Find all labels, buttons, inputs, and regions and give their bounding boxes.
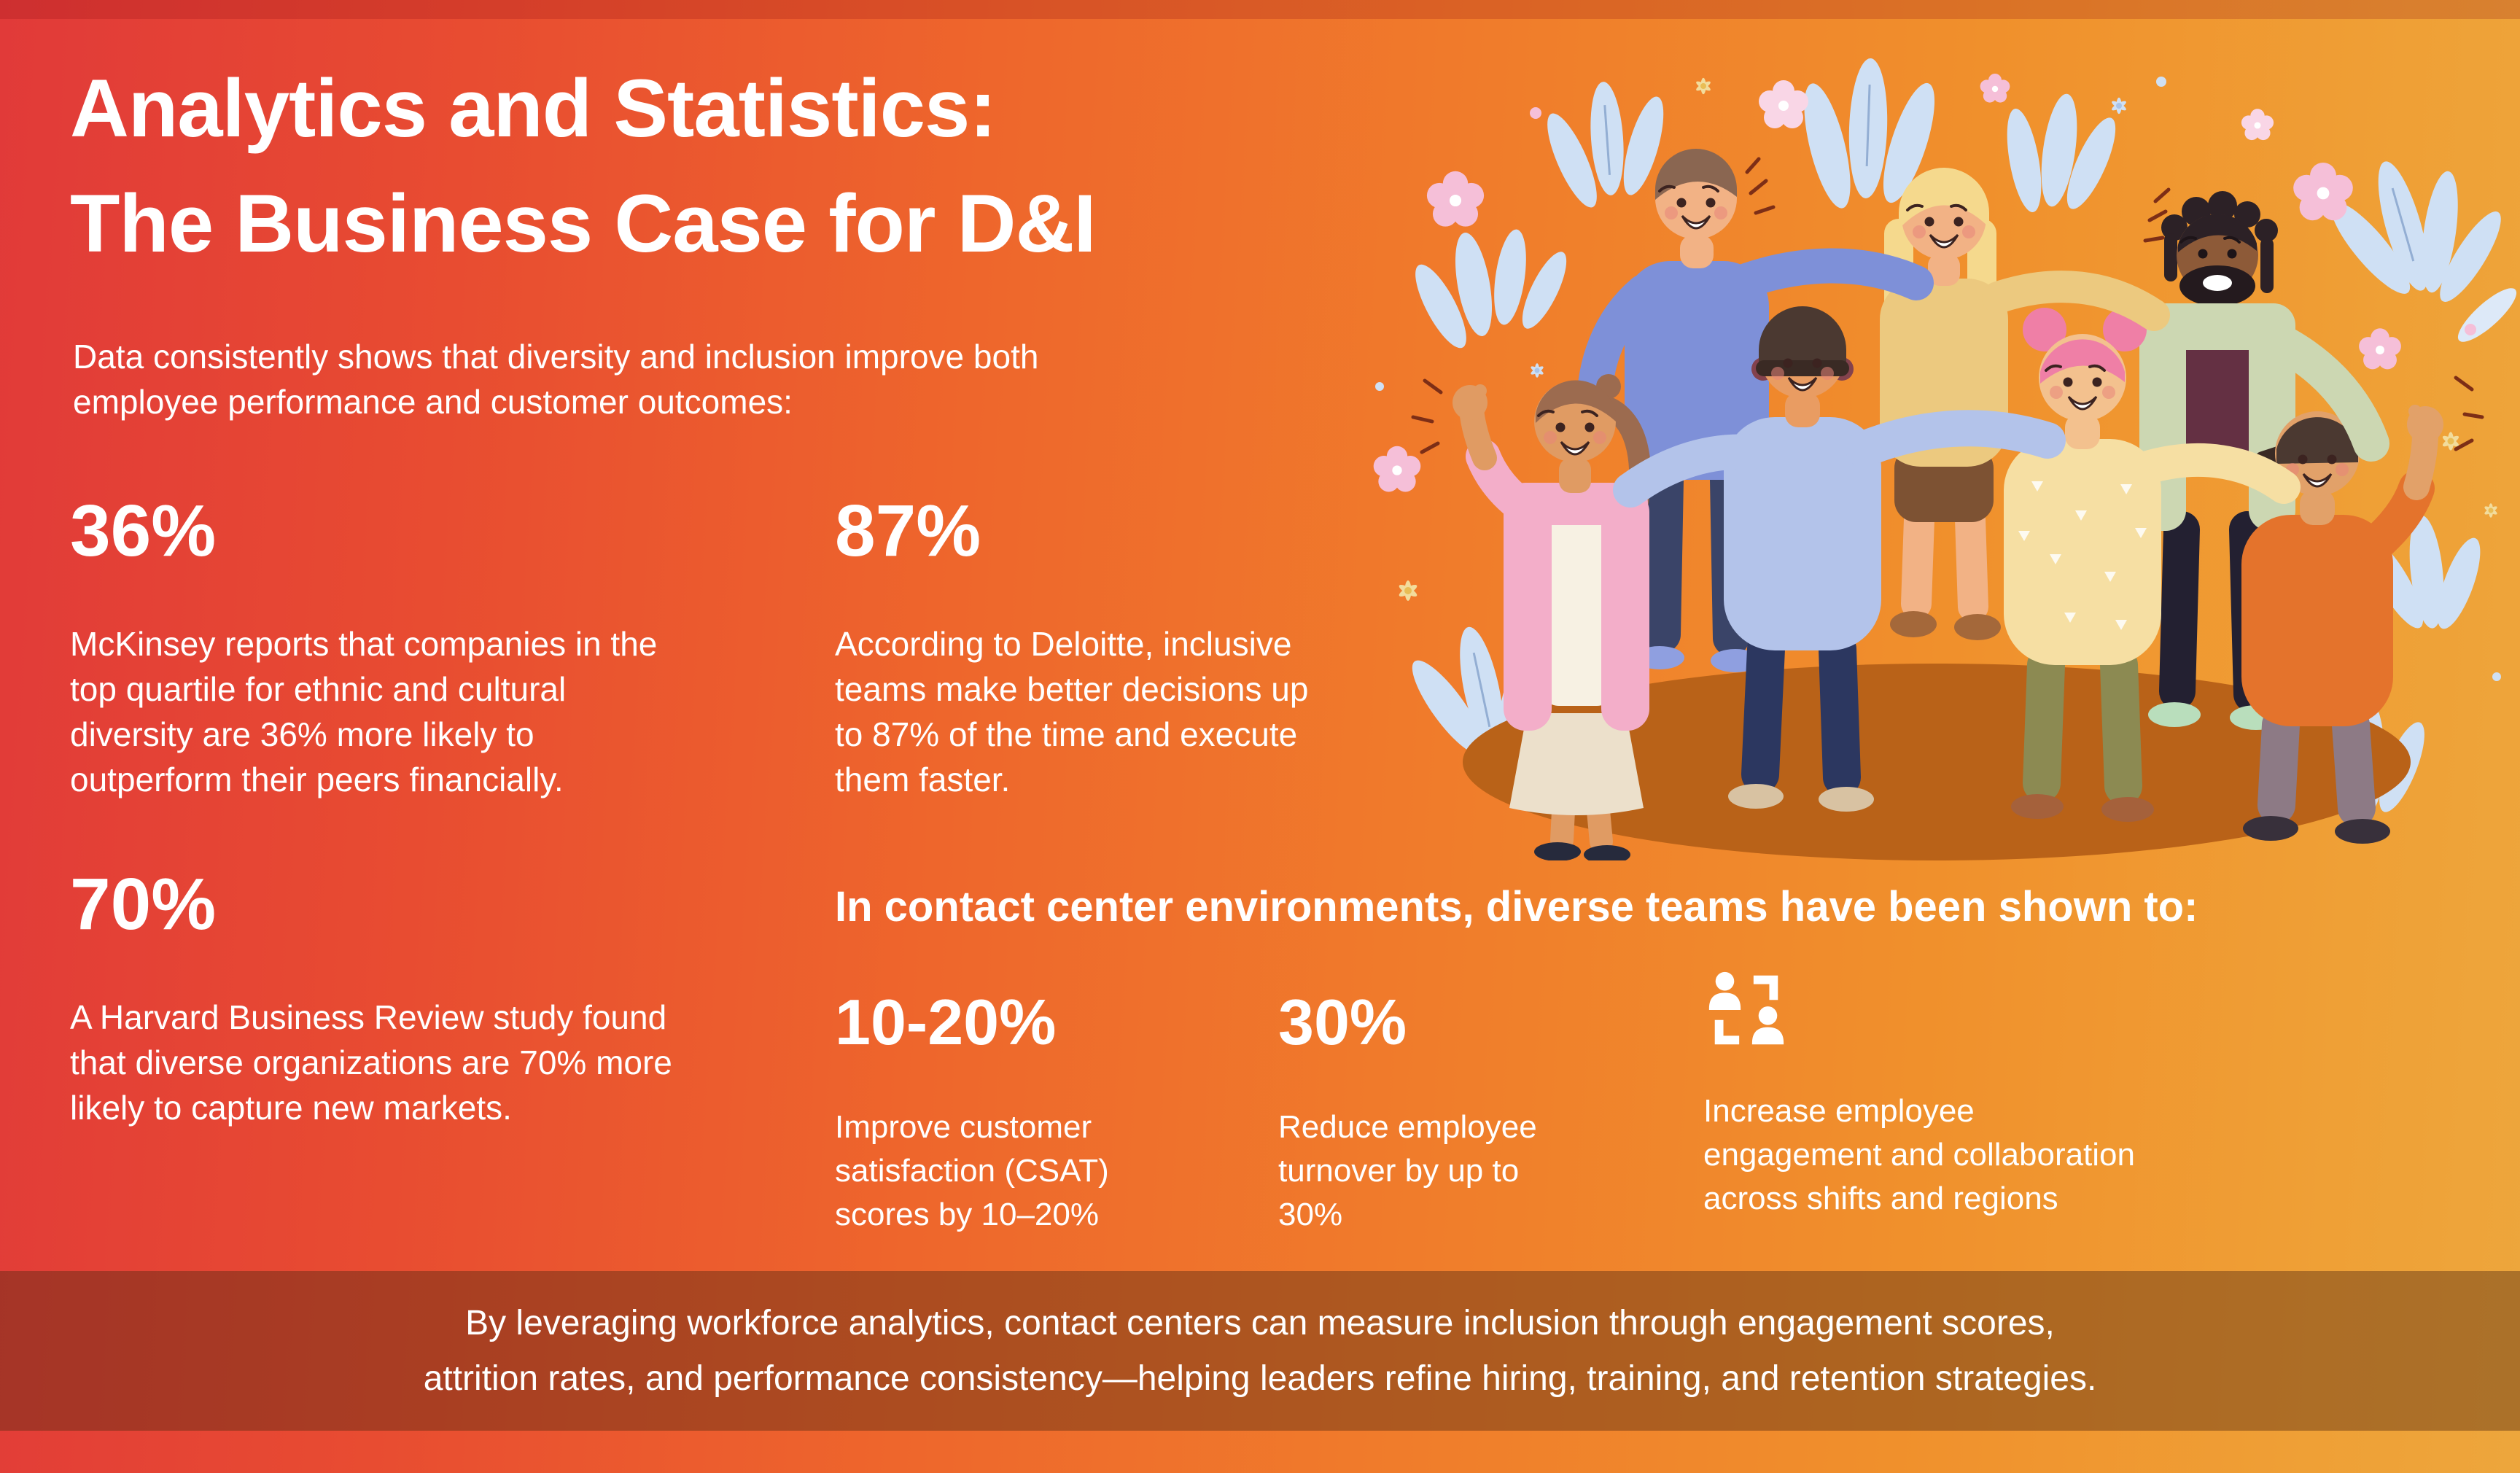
motion-lines <box>1411 157 2484 454</box>
turnover-stat-description: Reduce employee turnover by up to 30% <box>1278 1109 1537 1232</box>
footer-banner: By leveraging workforce analytics, conta… <box>0 1271 2520 1431</box>
flower-decorations <box>1373 74 2501 840</box>
contact-center-heading: In contact center environments, diverse … <box>835 883 2198 930</box>
title-line-1: Analytics and Statistics: <box>70 63 997 154</box>
stat-value-mckinsey: 36% <box>70 490 217 572</box>
intro-text: Data consistently shows that diversity a… <box>73 338 1039 421</box>
people-exchange-icon <box>1703 967 1789 1053</box>
page-title: Analytics and Statistics: The Business C… <box>70 51 1096 281</box>
person-pink-buns <box>2004 308 2161 822</box>
stat-description-mckinsey: McKinsey reports that companies in the t… <box>70 625 658 798</box>
top-edge-shade <box>0 0 2520 19</box>
turnover-stat-value: 30% <box>1278 986 1407 1058</box>
stat-value-deloitte: 87% <box>835 490 981 572</box>
person-cap <box>2241 405 2443 844</box>
stat-description-deloitte: According to Deloitte, inclusive teams m… <box>835 625 1309 798</box>
stat-description-hbr: A Harvard Business Review study found th… <box>70 998 672 1127</box>
person-blonde <box>1880 168 2008 640</box>
title-line-2: The Business Case for D&I <box>70 178 1096 269</box>
engagement-stat-description: Increase employee engagement and collabo… <box>1703 1093 2136 1216</box>
linked-arms <box>1613 248 2389 508</box>
diverse-team-illustration <box>1373 58 2517 860</box>
csat-stat-value: 10-20% <box>835 986 1057 1058</box>
person-pink-jacket <box>1452 374 1652 860</box>
stat-value-hbr: 70% <box>70 863 217 945</box>
person-beanie <box>1724 306 1881 812</box>
footer-text: By leveraging workforce analytics, conta… <box>423 1303 2097 1398</box>
csat-stat-description: Improve customer satisfaction (CSAT) sco… <box>835 1109 1109 1232</box>
